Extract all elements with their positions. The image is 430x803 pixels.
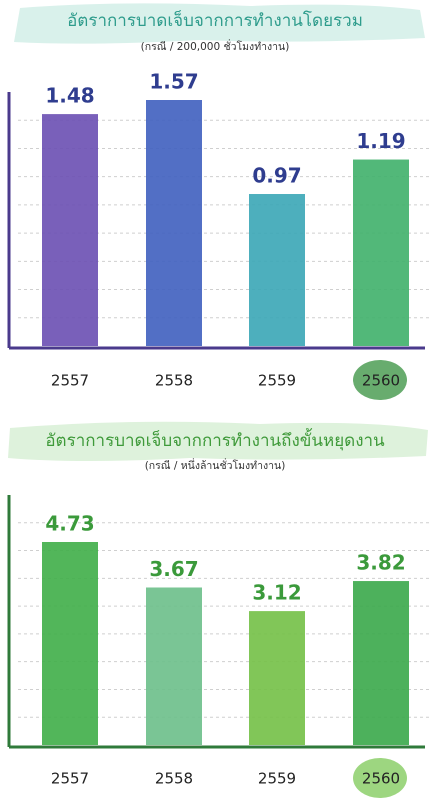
x-tick-label: 2557 <box>51 770 89 788</box>
bar <box>146 100 202 346</box>
chart-subtitle: (กรณี / 200,000 ชั่วโมงทำงาน) <box>141 39 290 53</box>
x-tick-label: 2558 <box>155 770 193 788</box>
bar <box>249 194 305 346</box>
bar <box>42 114 98 346</box>
chart-title: อัตราการบาดเจ็บจากการทำงานโดยรวม <box>67 9 363 31</box>
x-tick-label: 2560 <box>362 770 400 788</box>
value-label: 3.12 <box>252 581 301 605</box>
x-tick-label: 2560 <box>362 372 400 390</box>
bar <box>353 581 409 745</box>
value-label: 3.67 <box>149 557 198 581</box>
infographic: อัตราการบาดเจ็บจากการทำงานโดยรวม (กรณี /… <box>0 0 430 803</box>
chart-subtitle: (กรณี / หนึ่งล้านชั่วโมงทำงาน) <box>145 458 286 472</box>
bar <box>42 542 98 745</box>
x-tick-label: 2558 <box>155 372 193 390</box>
x-tick-label: 2559 <box>258 770 296 788</box>
value-label: 1.48 <box>45 84 94 108</box>
chart-title: อัตราการบาดเจ็บจากการทำงานถึงขั้นหยุดงาน <box>45 428 385 451</box>
x-tick-label: 2559 <box>258 372 296 390</box>
value-label: 1.19 <box>356 129 405 153</box>
value-label: 1.57 <box>149 70 198 94</box>
bar <box>353 160 409 346</box>
bar <box>249 611 305 745</box>
value-label: 4.73 <box>45 512 94 536</box>
value-label: 3.82 <box>356 551 405 575</box>
value-label: 0.97 <box>252 164 301 188</box>
x-tick-label: 2557 <box>51 372 89 390</box>
bar <box>146 587 202 745</box>
